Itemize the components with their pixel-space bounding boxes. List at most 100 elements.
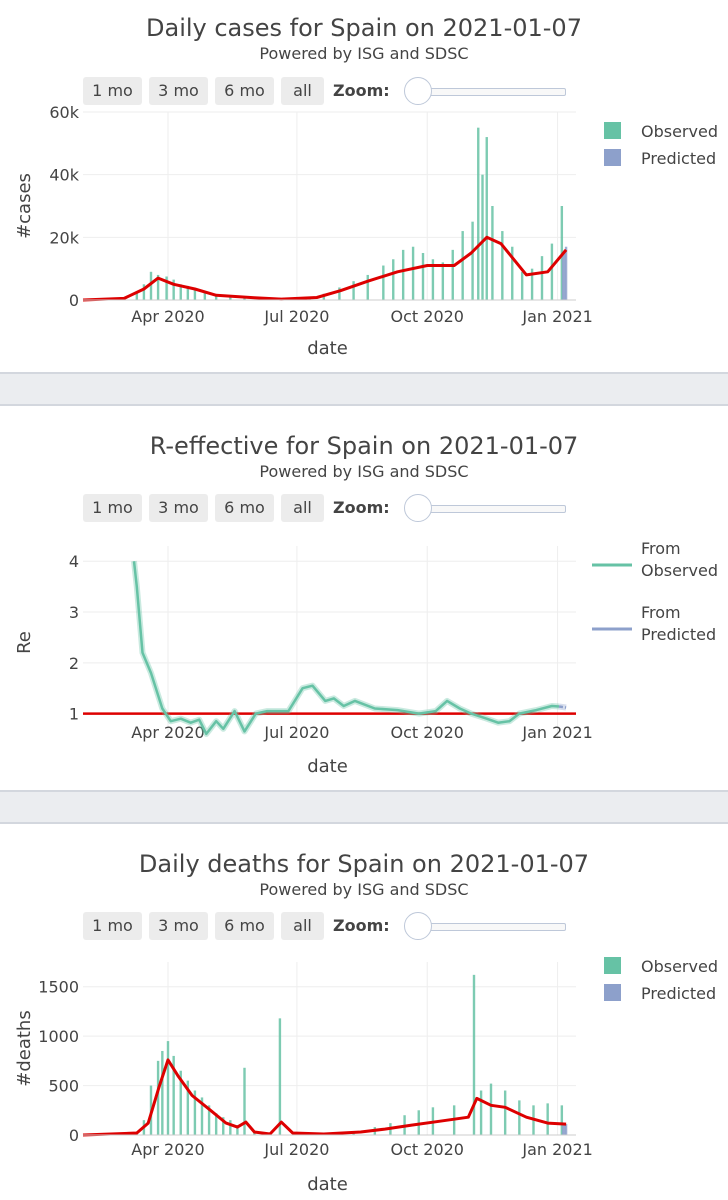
observed-bar	[179, 1070, 182, 1135]
range-6mo-button[interactable]: 6 mo	[215, 912, 274, 940]
y-tick-label: 0	[69, 291, 79, 310]
predicted-bar	[564, 246, 568, 300]
legend-observed-swatch	[604, 957, 621, 974]
observed-bar	[156, 1060, 160, 1135]
legend-predicted-label: Predicted	[641, 984, 716, 1003]
range-3mo-button[interactable]: 3 mo	[149, 912, 208, 940]
observed-bar	[243, 297, 246, 300]
observed-bar	[421, 253, 425, 300]
x-tick-label: Jul 2020	[263, 307, 329, 326]
observed-bar	[179, 284, 182, 300]
y-tick-label: 2	[69, 654, 79, 673]
observed-bar	[411, 246, 415, 300]
x-tick-label: Apr 2020	[131, 307, 204, 326]
observed-bar	[338, 287, 341, 300]
predicted-bar	[563, 1123, 566, 1135]
zoom-slider-handle[interactable]	[404, 77, 432, 105]
observed-bar	[229, 297, 232, 300]
observed-bar	[479, 1090, 483, 1135]
cases-panel: Daily cases for Spain on 2021-01-07 Powe…	[0, 0, 728, 372]
x-tick-label: Jan 2021	[521, 723, 592, 742]
observed-bar	[172, 1055, 175, 1135]
legend-predicted-label: From Predicted	[641, 603, 716, 644]
observed-bar	[207, 1105, 211, 1135]
observed-bar	[366, 274, 369, 300]
observed-bar	[193, 1090, 197, 1135]
observed-bar	[165, 276, 168, 300]
re-panel: R-effective for Spain on 2021-01-07 Powe…	[0, 406, 728, 790]
trend-line	[82, 1058, 567, 1137]
range-6mo-button[interactable]: 6 mo	[215, 494, 274, 522]
chart-title: R-effective for Spain on 2021-01-07	[149, 432, 579, 460]
zoom-slider-handle[interactable]	[404, 494, 432, 522]
range-all-button[interactable]: all	[281, 77, 324, 105]
observed-bar	[481, 174, 484, 300]
predicted-bar	[562, 1123, 565, 1135]
range-1mo-button[interactable]: 1 mo	[83, 77, 142, 105]
x-tick-label: Jul 2020	[263, 723, 329, 742]
legend-observed-label: Observed	[641, 957, 718, 976]
observed-bar	[214, 1113, 218, 1135]
x-axis-title: date	[307, 1174, 348, 1195]
observed-bar	[149, 271, 153, 300]
x-tick-label: Jan 2021	[521, 1140, 592, 1159]
chart-subtitle: Powered by ISG and SDSC	[259, 880, 469, 899]
observed-bar	[186, 285, 190, 300]
range-6mo-button[interactable]: 6 mo	[215, 77, 274, 105]
zoom-slider-handle[interactable]	[404, 912, 432, 940]
observed-bar	[477, 127, 480, 301]
y-axis-title: #deaths	[14, 1010, 35, 1086]
panel-separator	[0, 372, 728, 406]
range-1mo-button[interactable]: 1 mo	[83, 494, 142, 522]
chart-subtitle: Powered by ISG and SDSC	[259, 462, 469, 481]
observed-bar	[489, 1083, 493, 1135]
predicted-bar	[563, 249, 566, 300]
range-3mo-button[interactable]: 3 mo	[149, 77, 208, 105]
observed-bar	[382, 265, 385, 300]
re-chart: Apr 2020 Jul 2020 Oct 2020 Jan 2021 1 2 3 4 date…	[14, 539, 718, 777]
observed-bar	[172, 279, 175, 300]
y-tick-label: 1000	[38, 1027, 79, 1046]
panel-separator	[0, 790, 728, 824]
observed-bar	[530, 268, 534, 300]
observed-bar	[451, 249, 454, 300]
zoom-label: Zoom:	[333, 81, 390, 100]
zoom-label: Zoom:	[333, 916, 390, 935]
chart-title: Daily cases for Spain on 2021-01-07	[146, 14, 582, 42]
y-tick-label: 4	[69, 552, 79, 571]
y-tick-label: 3	[69, 603, 79, 622]
observed-bar	[142, 284, 146, 300]
observed-bar	[193, 289, 197, 300]
y-axis-title: Re	[14, 631, 35, 654]
cases-chart: Apr 2020 Jul 2020 Oct 2020 Jan 2021 0 20k 40k 6…	[14, 103, 718, 359]
observed-bar	[392, 259, 395, 300]
y-tick-label: 1500	[38, 978, 79, 997]
observed-bar	[278, 1018, 282, 1135]
predicted-bar	[564, 1124, 568, 1135]
predicted-bar	[562, 253, 565, 300]
observed-bar	[200, 1097, 204, 1135]
observed-bar	[550, 243, 554, 300]
y-tick-label: 500	[48, 1077, 79, 1096]
x-tick-label: Apr 2020	[131, 1140, 204, 1159]
zoom-label: Zoom:	[333, 498, 390, 517]
observed-bar	[166, 1041, 170, 1135]
y-tick-label: 1	[69, 705, 79, 724]
observed-bar	[520, 271, 524, 300]
observed-bar	[471, 221, 474, 300]
range-3mo-button[interactable]: 3 mo	[149, 494, 208, 522]
legend-observed-swatch	[604, 122, 621, 139]
legend-observed-label: From Observed	[641, 539, 718, 580]
observed-bar	[229, 1120, 232, 1135]
predicted-line	[558, 705, 567, 709]
x-tick-label: Jan 2021	[521, 307, 592, 326]
range-all-button[interactable]: all	[281, 912, 324, 940]
x-tick-label: Apr 2020	[131, 723, 204, 742]
observed-bar	[540, 256, 544, 300]
deaths-chart: Apr 2020 Jul 2020 Oct 2020 Jan 2021 0 500 1000…	[14, 957, 718, 1195]
range-all-button[interactable]: all	[281, 494, 324, 522]
chart-subtitle: Powered by ISG and SDSC	[259, 44, 469, 63]
observed-bar	[441, 262, 445, 300]
range-1mo-button[interactable]: 1 mo	[83, 912, 142, 940]
observed-bar	[491, 206, 494, 300]
